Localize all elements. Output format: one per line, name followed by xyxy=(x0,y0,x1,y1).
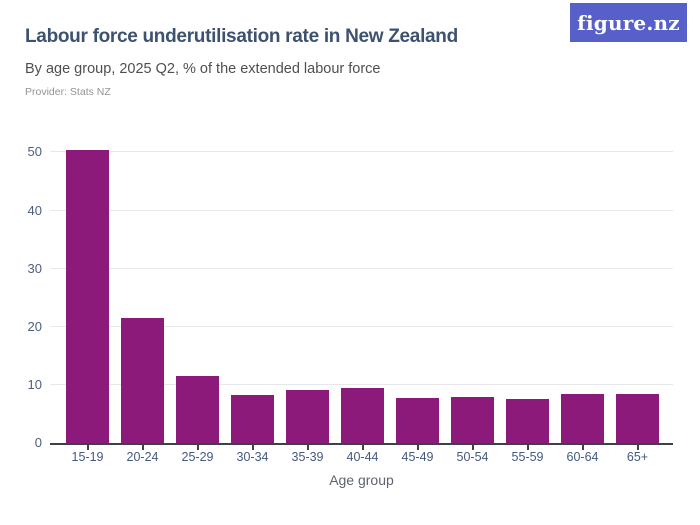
bar-15-19 xyxy=(66,149,109,443)
x-tick-label: 30-34 xyxy=(236,450,269,464)
y-tick-label: 0 xyxy=(34,435,42,450)
x-tick-label: 40-44 xyxy=(346,450,379,464)
x-axis-labels: 15-19 20-24 25-29 30-34 35-39 40-44 45-49 50-54… xyxy=(50,450,673,466)
logo-text: figure.nz xyxy=(577,10,680,35)
x-axis-title: Age group xyxy=(329,472,394,488)
x-tick-label: 65+ xyxy=(626,450,649,464)
x-axis-tick xyxy=(196,445,199,450)
bar-65+ xyxy=(616,394,659,443)
gridline xyxy=(50,209,673,211)
x-tick-label: 55-59 xyxy=(511,450,544,464)
bar-20-24 xyxy=(121,318,164,443)
bar-45-49 xyxy=(396,398,439,443)
gridline xyxy=(50,267,673,269)
chart-title: Labour force underutilisation rate in Ne… xyxy=(25,26,458,47)
x-axis-tick xyxy=(471,445,474,450)
y-tick-label: 50 xyxy=(27,144,42,160)
y-tick-label: 30 xyxy=(27,260,42,276)
x-axis-tick xyxy=(526,445,529,450)
y-tick-label: 20 xyxy=(27,318,42,334)
y-axis-labels: 0 10 20 30 40 50 xyxy=(0,135,42,450)
x-axis-tick xyxy=(636,445,639,450)
y-tick-label: 40 xyxy=(27,202,42,218)
provider-label: Provider: Stats NZ xyxy=(25,86,111,98)
bar-35-39 xyxy=(286,389,329,443)
x-axis-tick xyxy=(416,445,419,450)
x-tick-label: 35-39 xyxy=(291,450,324,464)
x-axis-tick xyxy=(86,445,89,450)
plot-area xyxy=(50,135,673,450)
x-tick-label: 20-24 xyxy=(126,450,159,464)
x-axis-tick xyxy=(306,445,309,450)
bar-60-64 xyxy=(561,393,604,443)
x-tick-label: 45-49 xyxy=(401,450,434,464)
x-axis-tick xyxy=(581,445,584,450)
gridline xyxy=(50,325,673,327)
x-axis-tick xyxy=(361,445,364,450)
figurenz-logo[interactable]: figure.nz xyxy=(570,3,687,42)
bar-25-29 xyxy=(176,375,219,443)
gridline xyxy=(50,151,673,153)
bar-40-44 xyxy=(341,388,384,443)
bar-30-34 xyxy=(231,395,274,443)
x-axis-tick xyxy=(251,445,254,450)
x-tick-label: 15-19 xyxy=(71,450,104,464)
y-tick-label: 10 xyxy=(27,376,42,392)
chart-subtitle: By age group, 2025 Q2, % of the extended… xyxy=(25,61,381,77)
x-axis-tick xyxy=(141,445,144,450)
x-axis-line xyxy=(50,443,673,445)
x-tick-label: 60-64 xyxy=(566,450,599,464)
bar-55-59 xyxy=(506,398,549,443)
x-tick-label: 25-29 xyxy=(181,450,214,464)
bar-50-54 xyxy=(451,396,494,443)
x-tick-label: 50-54 xyxy=(456,450,489,464)
gridline xyxy=(50,383,673,385)
